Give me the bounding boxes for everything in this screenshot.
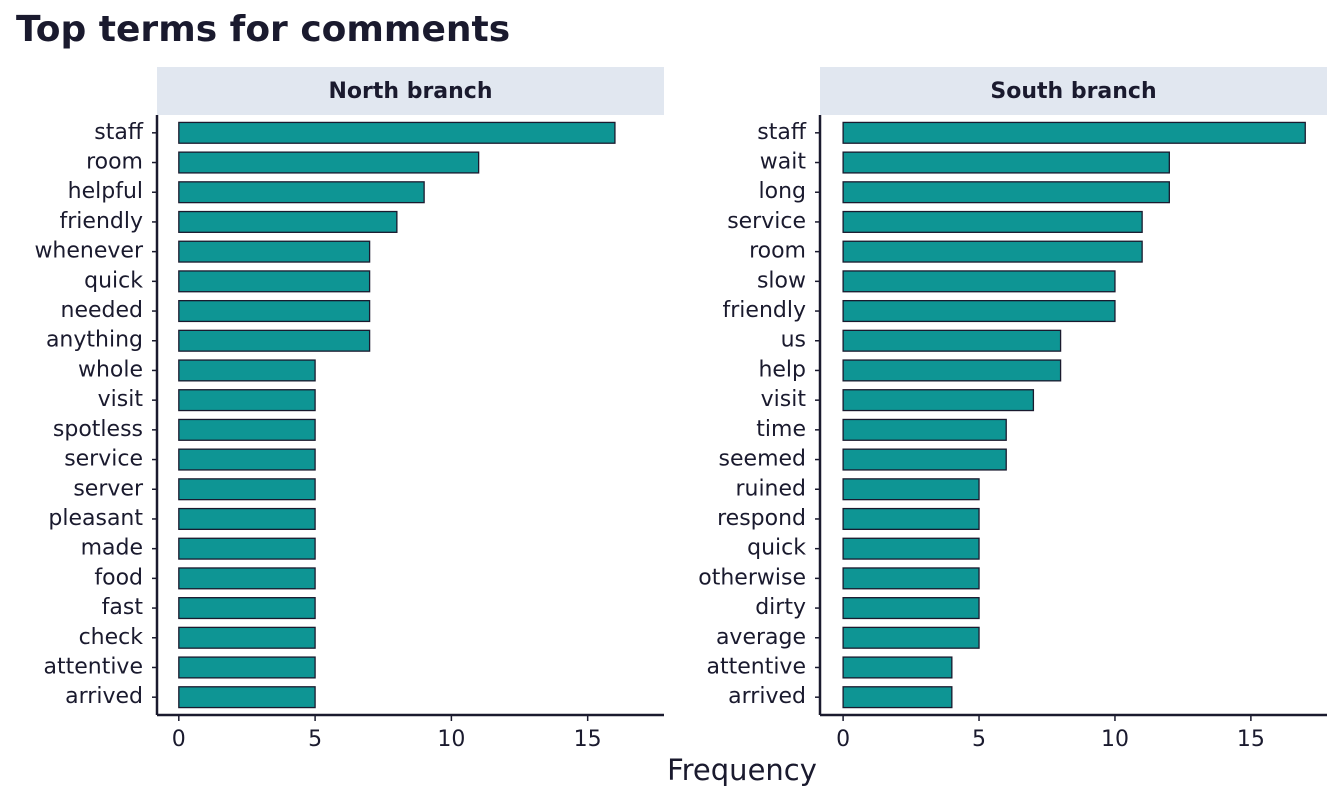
y-tick-label: quick: [747, 536, 806, 561]
y-tick-label: whole: [78, 357, 143, 382]
bar: [178, 478, 316, 501]
bar: [178, 329, 371, 352]
y-tick-label: food: [94, 565, 143, 590]
bar: [842, 240, 1143, 263]
y-tick-label: us: [781, 328, 806, 353]
y-tick-label: wait: [760, 150, 807, 175]
strip-background: [820, 67, 1327, 115]
y-tick-label: long: [759, 179, 806, 204]
x-tick-label: 10: [437, 727, 465, 752]
bar: [178, 359, 316, 382]
bar: [178, 686, 316, 709]
y-tick-label: needed: [61, 298, 143, 323]
bar: [842, 329, 1062, 352]
bar: [178, 537, 316, 560]
y-tick-label: staff: [94, 120, 144, 145]
y-tick-label: ruined: [735, 476, 806, 501]
bar: [178, 210, 398, 233]
y-tick-label: pleasant: [48, 506, 143, 531]
y-tick-label: friendly: [723, 298, 806, 323]
bar: [178, 389, 316, 412]
panel-title: North branch: [328, 79, 492, 104]
bar: [178, 448, 316, 471]
x-tick-label: 0: [836, 727, 850, 752]
bar: [842, 151, 1170, 174]
bar: [842, 299, 1116, 323]
y-tick-label: attentive: [706, 654, 806, 679]
bar: [178, 507, 316, 531]
y-tick-label: service: [64, 447, 143, 472]
y-tick-label: visit: [761, 387, 807, 412]
y-tick-label: otherwise: [698, 565, 806, 590]
bar: [178, 181, 425, 204]
y-tick-label: spotless: [53, 417, 143, 442]
bar: [842, 656, 953, 679]
y-tick-label: dirty: [755, 595, 806, 620]
x-tick-label: 15: [574, 727, 602, 752]
bar: [178, 567, 316, 590]
bar: [842, 537, 980, 560]
bar: [842, 507, 980, 531]
y-tick-label: room: [86, 150, 143, 175]
bar: [842, 478, 980, 501]
y-tick-label: visit: [98, 387, 144, 412]
y-tick-label: room: [749, 239, 806, 264]
x-tick-label: 10: [1101, 727, 1129, 752]
y-tick-label: service: [727, 209, 806, 234]
y-tick-label: server: [73, 476, 144, 501]
bar: [842, 389, 1035, 412]
y-tick-label: arrived: [728, 684, 806, 709]
y-tick-label: arrived: [65, 684, 143, 709]
bar: [178, 240, 371, 263]
y-tick-label: slow: [757, 268, 806, 293]
y-tick-label: helpful: [68, 179, 143, 204]
bar: [842, 210, 1143, 233]
y-tick-label: staff: [757, 120, 807, 145]
y-tick-label: time: [756, 417, 806, 442]
bar: [842, 270, 1116, 293]
x-axis-label: Frequency: [667, 753, 817, 787]
x-tick-label: 5: [972, 727, 986, 752]
x-tick-label: 15: [1237, 727, 1265, 752]
y-tick-label: check: [79, 625, 144, 650]
y-tick-label: quick: [84, 268, 143, 293]
bar: [842, 626, 980, 649]
x-tick-label: 5: [308, 727, 322, 752]
bar: [842, 597, 980, 620]
bar: [178, 418, 316, 441]
bar: [178, 597, 316, 620]
y-tick-label: attentive: [43, 654, 143, 679]
bar: [178, 299, 371, 323]
bar: [842, 418, 1007, 441]
panel-title: South branch: [990, 79, 1156, 104]
y-tick-label: help: [758, 357, 806, 382]
y-tick-label: friendly: [60, 209, 143, 234]
y-tick-label: whenever: [34, 239, 144, 264]
bar: [178, 626, 316, 649]
x-tick-label: 0: [172, 727, 186, 752]
y-tick-label: average: [716, 625, 806, 650]
y-tick-label: anything: [46, 328, 143, 353]
bar: [178, 270, 371, 293]
bar: [178, 121, 616, 144]
y-tick-label: fast: [102, 595, 144, 620]
bar: [842, 359, 1062, 382]
bar: [842, 448, 1007, 471]
chart-title: Top terms for comments: [16, 9, 510, 50]
bar: [842, 686, 953, 709]
bar: [842, 121, 1306, 144]
bar: [842, 567, 980, 590]
y-tick-label: respond: [717, 506, 806, 531]
bar: [178, 151, 480, 174]
y-tick-label: made: [81, 536, 143, 561]
strip-background: [157, 67, 664, 115]
y-tick-label: seemed: [719, 447, 806, 472]
bar: [178, 656, 316, 679]
bar: [842, 181, 1170, 204]
